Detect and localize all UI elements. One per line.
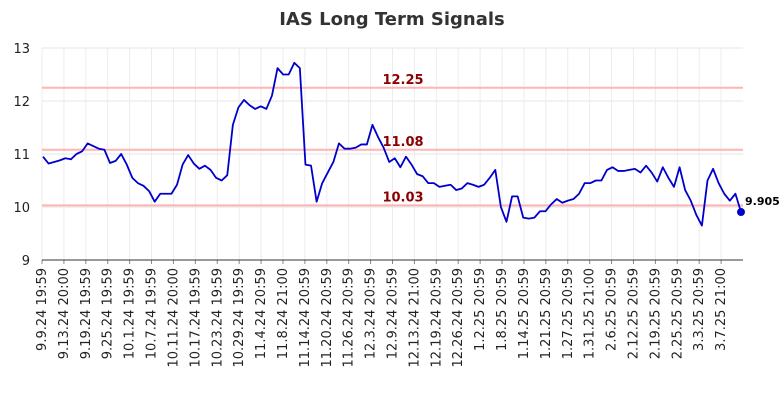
x-tick-label: 11.14.24 20:59 — [298, 268, 313, 368]
x-tick-label: 12.3.24 20:59 — [364, 268, 379, 359]
x-tick-label: 9.25.24 19:59 — [101, 268, 116, 359]
x-tick-label: 10.17.24 19:59 — [188, 268, 203, 368]
x-tick-label: 11.20.24 20:59 — [320, 268, 335, 368]
x-tick-label: 11.4.24 20:59 — [254, 268, 269, 359]
y-tick-label: 12 — [13, 95, 30, 110]
x-tick-label: 9.13.24 20:00 — [57, 268, 72, 359]
chart-title: IAS Long Term Signals — [279, 9, 505, 30]
x-tick-label: 2.12.25 20:59 — [626, 268, 641, 359]
reference-line-label: 10.03 — [382, 190, 423, 205]
reference-lines — [42, 86, 743, 207]
x-tick-label: 1.8.25 20:59 — [495, 268, 510, 351]
x-tick-label: 10.29.24 19:59 — [232, 268, 247, 368]
x-tick-label: 12.26.24 20:59 — [451, 268, 466, 368]
y-tick-label: 13 — [13, 42, 30, 57]
axes: 9 10 11 12 13 9.9.24 19:59 9.13.24 20:00 9.19.2… — [13, 42, 743, 368]
x-tick-label: 10.23.24 19:59 — [210, 268, 225, 368]
x-tick-label: 9.9.24 19:59 — [35, 268, 50, 351]
series-layer — [42, 61, 745, 227]
x-tick-label: 1.27.25 20:59 — [561, 268, 576, 359]
x-tick-label: 10.11.24 20:00 — [166, 268, 181, 368]
x-tick-label: 2.25.25 20:59 — [670, 268, 685, 359]
x-tick-label: 1.2.25 20:59 — [473, 268, 488, 351]
x-tick-label: 2.19.25 20:59 — [648, 268, 663, 359]
x-tick-label: 12.13.24 21:00 — [407, 268, 422, 368]
x-tick-label: 10.1.24 19:59 — [123, 268, 138, 359]
x-tick-label: 9.19.24 19:59 — [79, 268, 94, 359]
y-tick-label: 9 — [22, 254, 30, 269]
labels: 12.25 11.08 10.03 9.905 — [382, 73, 779, 208]
x-tick-label: 1.31.25 21:00 — [583, 268, 598, 359]
x-tick-label: 11.26.24 20:59 — [342, 268, 357, 368]
reference-line-label: 12.25 — [382, 73, 423, 88]
last-point-marker — [737, 208, 745, 217]
x-tick-label: 11.8.24 21:00 — [276, 268, 291, 359]
x-tick-label: 12.9.24 20:59 — [386, 268, 401, 359]
x-tick-label: 3.3.25 20:59 — [692, 268, 707, 351]
reference-line-label: 11.08 — [382, 135, 423, 150]
x-tick-label: 1.14.25 20:59 — [517, 268, 532, 359]
x-tick-label: 3.7.25 21:00 — [714, 268, 729, 351]
x-tick-label: 10.7.24 19:59 — [145, 268, 160, 359]
x-tick-label: 12.19.24 20:59 — [429, 268, 444, 368]
x-tick-label: 1.21.25 20:59 — [539, 268, 554, 359]
x-tick-label: 2.6.25 20:59 — [605, 268, 620, 351]
series-line — [42, 61, 742, 227]
y-tick-label: 10 — [13, 201, 30, 216]
last-value-label: 9.905 — [745, 195, 780, 208]
y-tick-label: 11 — [13, 148, 30, 163]
